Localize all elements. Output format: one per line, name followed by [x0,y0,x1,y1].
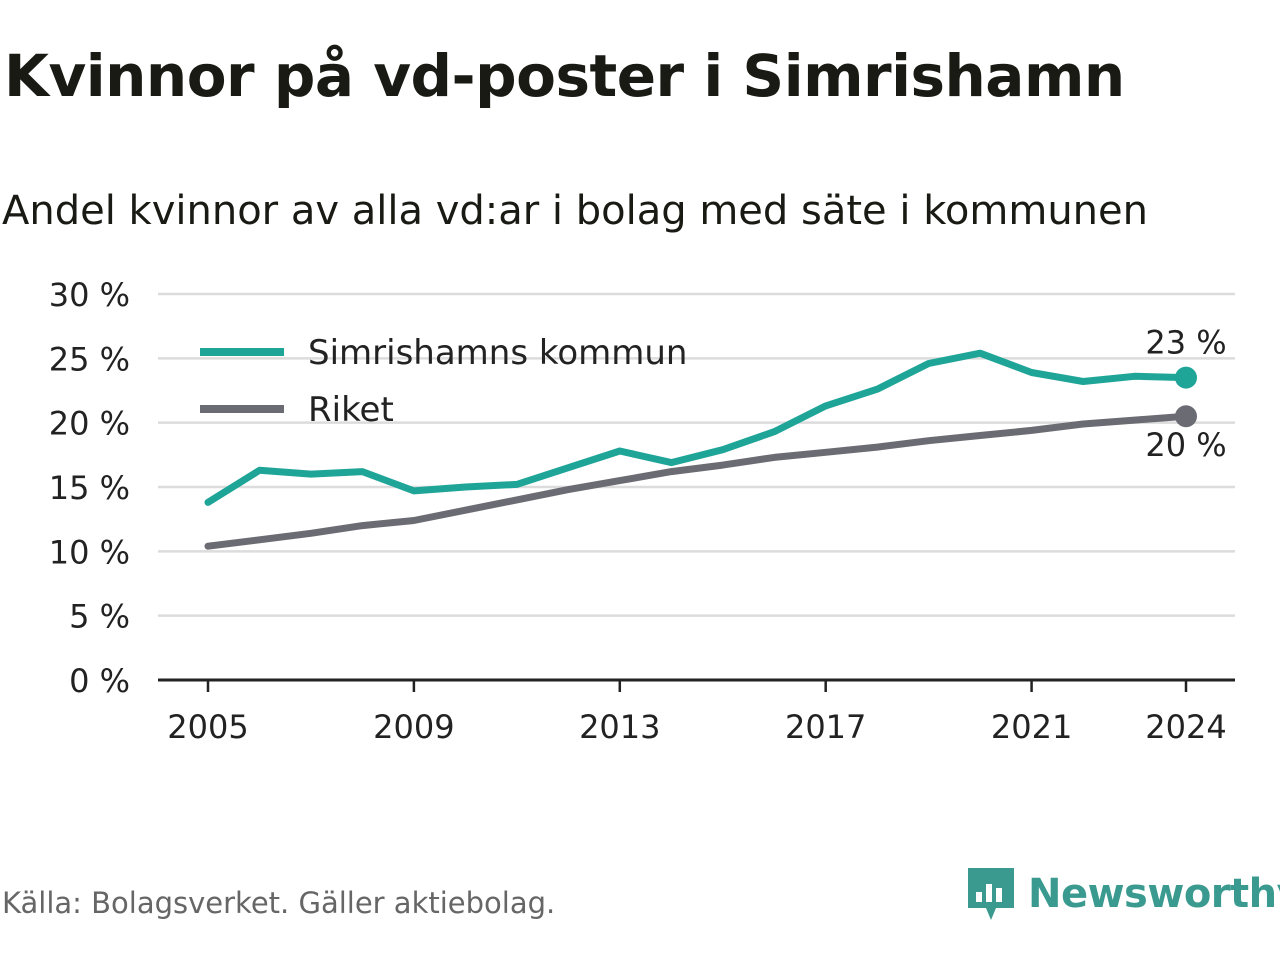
y-tick-label: 5 % [69,598,130,636]
chart-subtitle: Andel kvinnor av alla vd:ar i bolag med … [2,188,1148,234]
end-value-label: 20 % [1145,426,1226,464]
legend: Simrishamns kommun Riket [200,333,687,430]
x-tick-label: 2013 [579,708,660,746]
y-tick-label: 0 % [69,662,130,700]
x-tick-label: 2021 [991,708,1072,746]
legend-label: Riket [308,390,394,430]
brand-name: Newsworthy [1028,871,1280,917]
chart-title: Kvinnor på vd-poster i Simrishamn [4,42,1125,110]
axes: 0 % 5 % 10 % 15 % 20 % 25 % 30 % 2005 2009 2013 20… [49,276,1235,746]
x-tick-label: 2009 [373,708,454,746]
end-point-marker [1175,366,1197,389]
y-tick-label: 10 % [49,533,130,571]
y-tick-label: 15 % [49,469,130,507]
x-tick-label: 2024 [1145,708,1226,746]
x-tick-label: 2017 [785,708,866,746]
y-tick-label: 20 % [49,405,130,443]
y-tick-label: 30 % [49,276,130,314]
newsworthy-logo-icon [968,868,1014,920]
y-tick-label: 25 % [49,340,130,378]
brand-logo: Newsworthy [964,864,1280,924]
x-tick-label: 2005 [167,708,248,746]
series-line-riket [204,412,1190,550]
grid-lines [158,292,1235,617]
series-line-simrishamn [204,349,1190,506]
end-value-label: 23 % [1145,324,1226,362]
series-lines: 20 % 23 % [204,324,1227,550]
end-point-marker [1175,405,1197,428]
source-note: Källa: Bolagsverket. Gäller aktiebolag. [2,886,556,920]
legend-label: Simrishamns kommun [308,333,687,373]
